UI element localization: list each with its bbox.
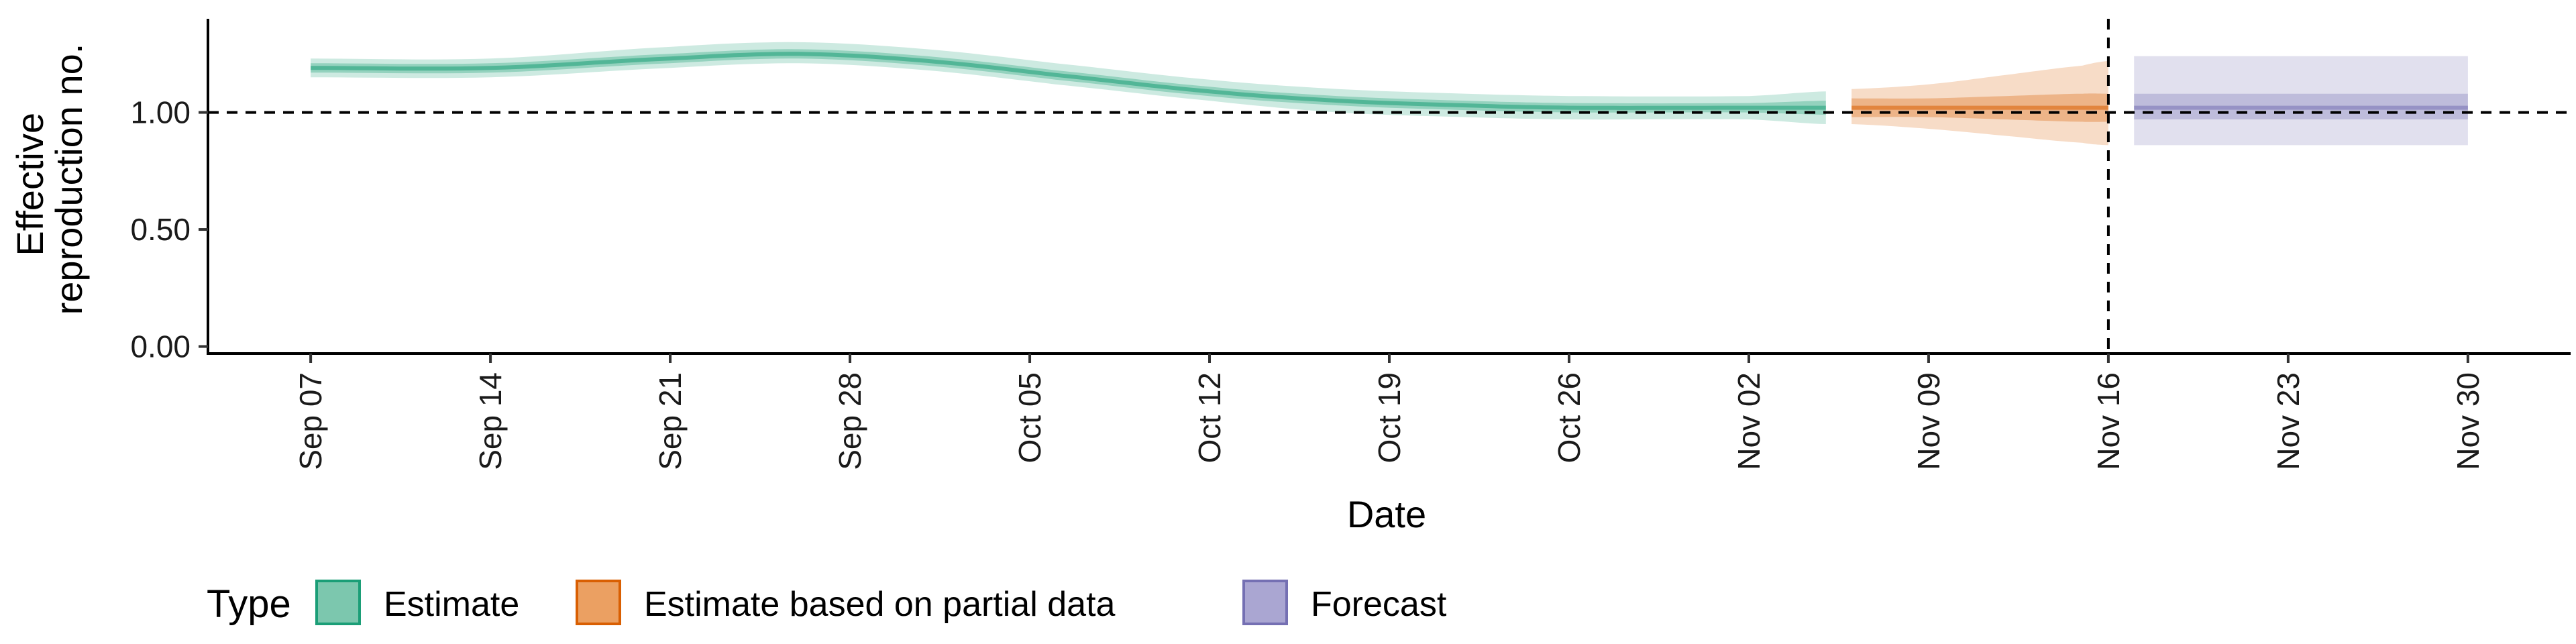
x-axis-title: Date [1347,493,1426,535]
x-tick-label: Oct 05 [1012,372,1047,464]
x-ticks: Sep 07 Sep 14 Sep 21 Sep 28 Oct 05 Oct 12 Oct … [293,354,2485,470]
x-tick-label: Nov 02 [1731,372,1766,470]
x-tick-label: Nov 16 [2091,372,2126,470]
y-axis-title-line-1: Effective [9,113,51,256]
x-tick-label: Sep 14 [473,372,508,470]
x-tick-label: Sep 21 [653,372,688,470]
y-tick-label: 0.00 [130,329,191,364]
ribbon-90-forecast [2134,56,2468,146]
y-ticks: 0.00 0.50 1.00 [130,95,208,364]
legend-swatch-forecast [1242,580,1288,625]
legend-swatch-estimate [315,580,361,625]
legend-title: Type [207,582,291,626]
legend: Type Estimate Estimate based on partial da… [207,580,1447,626]
legend-swatch-estimate-based-on-partial-data [576,580,621,625]
x-tick-label: Oct 19 [1372,372,1407,464]
legend-label-estimate-based-on-partial-data: Estimate based on partial data [644,585,1116,624]
x-tick-label: Sep 07 [293,372,328,470]
x-tick-label: Oct 12 [1192,372,1227,464]
x-tick-label: Nov 09 [1911,372,1946,470]
ribbon-layer [311,42,2468,146]
median-line-estimate [311,52,1826,110]
legend-label-forecast: Forecast [1311,585,1447,624]
median-line-layer [311,52,2468,110]
x-tick-label: Nov 30 [2451,372,2485,470]
legend-label-estimate: Estimate [384,585,519,624]
y-axis-title-line-2: reproduction no. [48,44,90,315]
ribbon-90-estimate-based-on-partial-data [1851,60,2108,146]
y-tick-label: 0.50 [130,212,191,247]
x-tick-label: Nov 23 [2271,372,2306,470]
y-axis-title: Effective reproduction no. [9,44,90,315]
x-tick-label: Oct 26 [1552,372,1587,464]
x-tick-label: Sep 28 [833,372,867,470]
y-tick-label: 1.00 [130,95,191,130]
